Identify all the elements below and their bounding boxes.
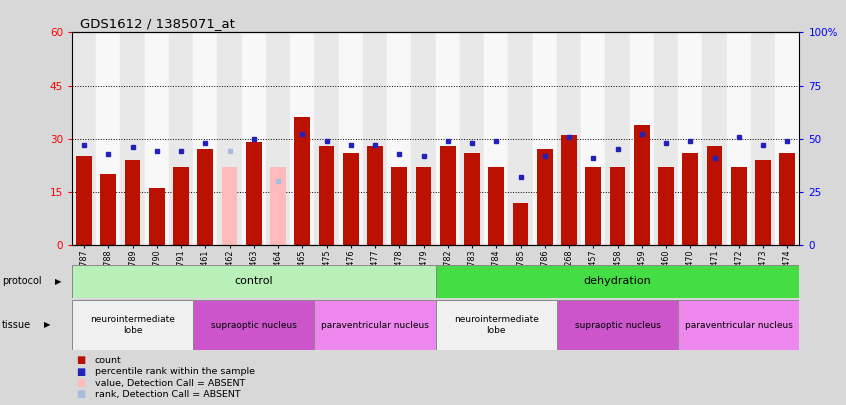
Text: ■: ■: [76, 378, 85, 388]
Bar: [678, 32, 702, 245]
Text: dehydration: dehydration: [584, 277, 651, 286]
Bar: [72, 32, 96, 245]
Bar: [124, 160, 140, 245]
Text: protocol: protocol: [2, 277, 41, 286]
Bar: [120, 32, 145, 245]
Bar: [460, 32, 484, 245]
Bar: [537, 149, 552, 245]
Bar: [76, 156, 92, 245]
Text: supraoptic nucleus: supraoptic nucleus: [211, 320, 297, 330]
Bar: [101, 174, 116, 245]
Bar: [436, 300, 557, 350]
Text: ■: ■: [76, 390, 85, 399]
Text: control: control: [234, 277, 273, 286]
Bar: [488, 167, 504, 245]
Bar: [338, 32, 363, 245]
Text: paraventricular nucleus: paraventricular nucleus: [685, 320, 793, 330]
Bar: [315, 32, 338, 245]
Bar: [683, 153, 698, 245]
Bar: [727, 32, 751, 245]
Bar: [557, 300, 678, 350]
Text: count: count: [95, 356, 122, 365]
Bar: [436, 32, 460, 245]
Bar: [634, 125, 650, 245]
Text: GDS1612 / 1385071_at: GDS1612 / 1385071_at: [80, 17, 235, 30]
Bar: [557, 32, 581, 245]
Text: ■: ■: [76, 356, 85, 365]
Bar: [367, 146, 383, 245]
Text: ▶: ▶: [44, 320, 51, 330]
Bar: [440, 146, 456, 245]
Bar: [169, 32, 193, 245]
Bar: [654, 32, 678, 245]
Text: rank, Detection Call = ABSENT: rank, Detection Call = ABSENT: [95, 390, 240, 399]
Bar: [581, 32, 606, 245]
Bar: [702, 32, 727, 245]
Bar: [606, 32, 629, 245]
Bar: [242, 32, 266, 245]
Bar: [387, 32, 411, 245]
Bar: [222, 167, 238, 245]
Bar: [149, 188, 165, 245]
Bar: [629, 32, 654, 245]
Bar: [706, 146, 722, 245]
Text: neurointermediate
lobe: neurointermediate lobe: [91, 315, 175, 335]
Text: tissue: tissue: [2, 320, 30, 330]
Bar: [751, 32, 775, 245]
Text: percentile rank within the sample: percentile rank within the sample: [95, 367, 255, 376]
Bar: [561, 135, 577, 245]
Bar: [658, 167, 674, 245]
Bar: [315, 300, 436, 350]
Bar: [678, 300, 799, 350]
Bar: [436, 265, 799, 298]
Bar: [197, 149, 213, 245]
Bar: [173, 167, 189, 245]
Bar: [72, 300, 193, 350]
Bar: [415, 167, 431, 245]
Bar: [294, 117, 310, 245]
Bar: [610, 167, 625, 245]
Text: value, Detection Call = ABSENT: value, Detection Call = ABSENT: [95, 379, 245, 388]
Bar: [290, 32, 315, 245]
Bar: [363, 32, 387, 245]
Bar: [96, 32, 120, 245]
Bar: [72, 265, 436, 298]
Bar: [246, 142, 261, 245]
Bar: [145, 32, 169, 245]
Bar: [217, 32, 242, 245]
Bar: [270, 167, 286, 245]
Bar: [508, 32, 533, 245]
Bar: [585, 167, 602, 245]
Bar: [779, 153, 795, 245]
Text: neurointermediate
lobe: neurointermediate lobe: [454, 315, 539, 335]
Bar: [193, 32, 217, 245]
Bar: [755, 160, 771, 245]
Text: supraoptic nucleus: supraoptic nucleus: [574, 320, 661, 330]
Bar: [392, 167, 407, 245]
Text: ■: ■: [76, 367, 85, 377]
Bar: [464, 153, 480, 245]
Bar: [193, 300, 315, 350]
Bar: [411, 32, 436, 245]
Text: paraventricular nucleus: paraventricular nucleus: [321, 320, 429, 330]
Bar: [343, 153, 359, 245]
Bar: [484, 32, 508, 245]
Text: ▶: ▶: [55, 277, 62, 286]
Bar: [775, 32, 799, 245]
Bar: [533, 32, 557, 245]
Bar: [266, 32, 290, 245]
Bar: [731, 167, 747, 245]
Bar: [513, 202, 529, 245]
Bar: [319, 146, 334, 245]
